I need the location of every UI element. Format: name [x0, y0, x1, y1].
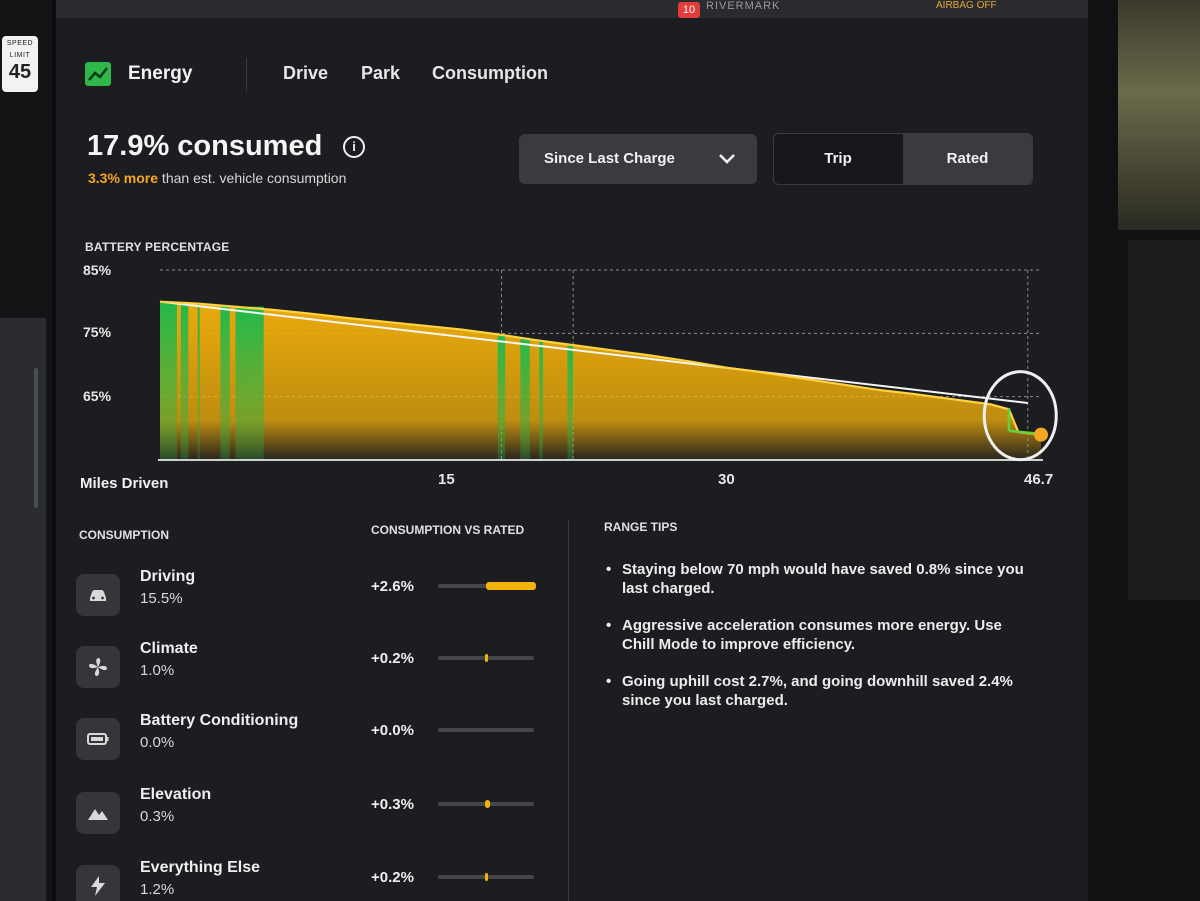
regen-band [497, 334, 506, 460]
app-title: Energy [128, 63, 193, 84]
regen-band [520, 337, 530, 460]
speed-limit-value: 45 [8, 61, 32, 83]
consumption-name: Battery Conditioning [140, 712, 299, 729]
toggle-trip[interactable]: Trip [824, 150, 852, 167]
speed-limit-sign: SPEED LIMIT 45 [2, 36, 38, 92]
range-dropdown[interactable]: Since Last Charge [519, 134, 757, 184]
battery-line [159, 300, 1042, 436]
chart-title: BATTERY PERCENTAGE [85, 240, 230, 254]
map-route-badge[interactable]: 10 [678, 2, 700, 18]
consumption-percent: 0.0% [140, 734, 175, 751]
consumption-vs-rated-header: CONSUMPTION VS RATED [371, 523, 525, 537]
energy-app-screen: 10 RIVERMARK AIRBAG OFF Energy Drive Par… [56, 0, 1088, 901]
tab-park[interactable]: Park [361, 63, 401, 83]
consumption-bar-fill [484, 800, 491, 808]
range-tips-header: RANGE TIPS [604, 520, 678, 534]
consumption-delta: +0.3% [371, 796, 414, 813]
consumption-name: Climate [140, 640, 198, 657]
consumption-bar [438, 728, 534, 732]
consumption-row-driving[interactable]: Driving 15.5% +2.6% [76, 566, 546, 626]
final-drop-line [1008, 429, 1036, 435]
consumption-bar-fill [486, 582, 536, 590]
x-axis-title: Miles Driven [80, 475, 169, 492]
fan-icon [76, 646, 120, 688]
consumption-bar [438, 873, 534, 881]
tab-drive[interactable]: Drive [283, 63, 329, 83]
consumption-name: Driving [140, 568, 196, 585]
consumption-percent: 1.2% [140, 881, 175, 898]
speed-limit-caption: SPEED [6, 40, 34, 47]
consumption-delta: +0.0% [371, 722, 414, 739]
y-tick-label: 65% [83, 388, 112, 404]
consumption-row-battery-conditioning[interactable]: Battery Conditioning 0.0% +0.0% [76, 710, 546, 770]
consumption-percent: 0.3% [140, 808, 175, 825]
airbag-status: AIRBAG OFF [936, 0, 997, 11]
consumption-name: Everything Else [140, 859, 261, 876]
consumed-percentage: 17.9% consumed [87, 130, 323, 162]
section-divider [568, 520, 569, 901]
x-tick-label: 30 [718, 471, 735, 488]
regen-band [197, 303, 200, 460]
trip-rated-toggle[interactable]: Trip Rated [773, 133, 1033, 185]
range-dropdown-value: Since Last Charge [544, 150, 675, 167]
regen-band [539, 340, 543, 460]
regen-band [160, 301, 177, 460]
consumption-delta: +2.6% [371, 578, 414, 595]
range-tips-list: Staying below 70 mph would have saved 0.… [604, 560, 1024, 728]
consumption-bar-fill [484, 873, 489, 881]
current-point-marker [1034, 427, 1048, 442]
mountain-icon [76, 792, 120, 834]
car-icon [76, 574, 120, 616]
map-place-label: RIVERMARK [706, 0, 781, 12]
highlight-circle [982, 370, 1058, 462]
consumption-bar [438, 654, 534, 662]
range-tip: Aggressive acceleration consumes more en… [604, 616, 1024, 654]
toggle-rated[interactable]: Rated [903, 134, 1032, 184]
consumption-header: CONSUMPTION [79, 528, 169, 542]
energy-graph-icon [85, 62, 111, 86]
regen-band [567, 344, 574, 460]
chevron-down-icon [719, 154, 735, 164]
consumption-bar-fill [484, 654, 489, 662]
consumption-delta: +0.2% [371, 650, 414, 667]
battery-icon [76, 718, 120, 760]
y-tick-label: 85% [83, 262, 112, 278]
header-divider [246, 58, 247, 92]
consumption-row-everything-else[interactable]: Everything Else 1.2% +0.2% [76, 857, 546, 901]
battery-chart[interactable] [56, 250, 1088, 480]
left-screen-edge [0, 318, 46, 901]
range-tip: Going uphill cost 2.7%, and going downhi… [604, 672, 1024, 710]
regen-band [220, 305, 230, 460]
battery-area [160, 301, 1041, 460]
consumption-bar [438, 800, 534, 808]
y-tick-label: 75% [83, 324, 112, 340]
regen-band [235, 306, 264, 460]
x-tick-label: 15 [438, 471, 455, 488]
speed-limit-caption: LIMIT [9, 52, 31, 59]
projection-line [159, 300, 1028, 404]
consumption-bar [438, 582, 536, 590]
bolt-icon [76, 865, 120, 901]
map-strip[interactable] [56, 0, 1088, 18]
tab-consumption[interactable]: Consumption [432, 63, 548, 83]
scrollbar[interactable] [34, 368, 38, 508]
consumption-comparison: 3.3% more than est. vehicle consumption [88, 170, 346, 186]
consumption-name: Elevation [140, 786, 212, 803]
regen-band [180, 302, 189, 460]
x-tick-label: 46.7 [1024, 471, 1054, 488]
consumption-delta: +0.2% [371, 869, 414, 886]
dashboard-trim [1128, 240, 1200, 600]
window-view [1118, 0, 1200, 230]
consumption-percent: 1.0% [140, 662, 175, 679]
consumption-percent: 15.5% [140, 590, 183, 607]
consumption-row-climate[interactable]: Climate 1.0% +0.2% [76, 638, 546, 698]
range-tip: Staying below 70 mph would have saved 0.… [604, 560, 1024, 598]
consumption-row-elevation[interactable]: Elevation 0.3% +0.3% [76, 784, 546, 844]
info-icon[interactable]: i [343, 136, 365, 158]
consumption-highlight: 3.3% more [88, 170, 159, 186]
consumption-comparison-text: than est. vehicle consumption [158, 170, 347, 186]
